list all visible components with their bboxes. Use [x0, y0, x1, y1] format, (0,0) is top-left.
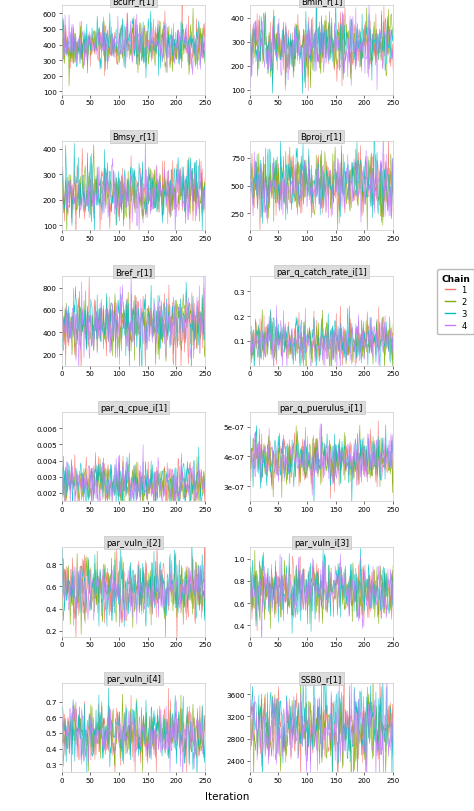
Title: par_q_cpue_i[1]: par_q_cpue_i[1]	[100, 403, 167, 412]
Title: SSB0_r[1]: SSB0_r[1]	[301, 674, 342, 683]
Title: Bmin_r[1]: Bmin_r[1]	[301, 0, 342, 6]
Title: par_vuln_i[2]: par_vuln_i[2]	[106, 539, 161, 547]
Text: Iteration: Iteration	[205, 792, 250, 801]
Title: Bproj_r[1]: Bproj_r[1]	[301, 133, 342, 142]
Title: Bref_r[1]: Bref_r[1]	[115, 268, 152, 277]
Title: par_vuln_i[4]: par_vuln_i[4]	[106, 674, 161, 683]
Title: par_q_puerulus_i[1]: par_q_puerulus_i[1]	[280, 403, 363, 412]
Title: par_vuln_i[3]: par_vuln_i[3]	[294, 539, 349, 547]
Title: Bcurr_r[1]: Bcurr_r[1]	[112, 0, 155, 6]
Legend: 1, 2, 3, 4: 1, 2, 3, 4	[437, 270, 474, 335]
Title: Bmsy_r[1]: Bmsy_r[1]	[112, 133, 155, 142]
Title: par_q_catch_rate_i[1]: par_q_catch_rate_i[1]	[276, 268, 367, 277]
